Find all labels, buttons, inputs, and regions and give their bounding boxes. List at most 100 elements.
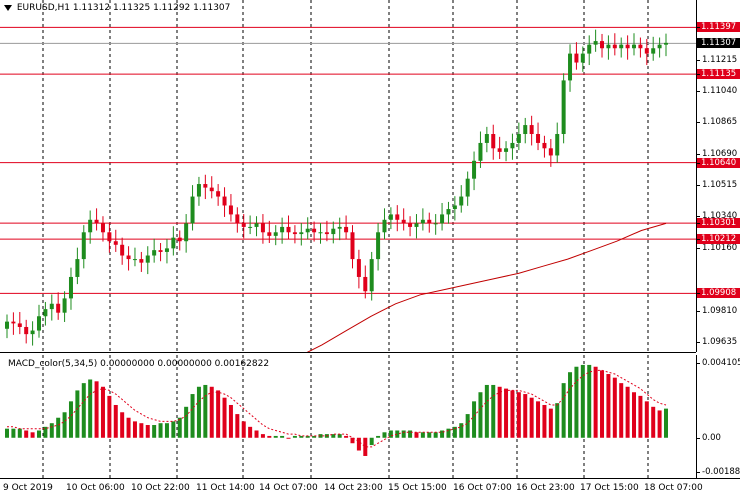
price-axis[interactable]: 1.11040 1.10865 1.10690 1.10515 1.10340 1.101… <box>696 0 740 352</box>
axis-tick <box>697 27 700 29</box>
chart-open: 1.11312 <box>72 3 111 13</box>
candle-body <box>344 226 349 233</box>
candle-body <box>516 134 521 143</box>
candle-body <box>574 53 579 63</box>
axis-tick <box>697 363 700 364</box>
axis-tick <box>697 293 700 295</box>
macd-indicator-pane[interactable]: MACD_color(5,34,5) 0.00000000 0.00000000… <box>0 355 696 478</box>
candle-body <box>75 259 80 277</box>
candle-body <box>529 125 534 135</box>
macd-histogram-bar <box>164 423 169 438</box>
macd-histogram-bar <box>606 374 611 438</box>
macd-histogram-bar <box>228 404 233 438</box>
candle-body <box>395 214 400 220</box>
macd-axis-label: -0.001880 <box>702 467 740 477</box>
macd-histogram-bar <box>632 392 637 438</box>
time-axis-label: 9 Oct 2019 <box>3 483 53 493</box>
candle-body <box>100 223 105 233</box>
candle-body <box>427 219 432 224</box>
candle-body <box>267 232 272 236</box>
macd-histogram-bar <box>62 412 67 438</box>
candle-body <box>593 41 598 45</box>
macd-histogram-bar <box>196 386 201 438</box>
macd-histogram-bar <box>625 386 630 438</box>
candle-body <box>152 250 157 256</box>
macd-histogram-bar <box>235 414 240 438</box>
macd-histogram-bar <box>600 370 605 438</box>
candle-body <box>491 134 496 149</box>
axis-tick <box>697 223 700 225</box>
chart-header: EURUSD,H1 1.11312 1.11325 1.11292 1.1130… <box>4 3 230 13</box>
price-chart[interactable] <box>0 0 696 352</box>
candle-body <box>273 232 278 236</box>
candle-body <box>177 237 182 242</box>
time-axis-label: 18 Oct 07:00 <box>644 483 703 493</box>
candle-body <box>120 244 125 256</box>
candle-body <box>664 42 668 45</box>
macd-histogram-bar <box>331 434 336 438</box>
candle-body <box>568 53 573 81</box>
macd-histogram-bar <box>56 417 61 438</box>
macd-histogram-bar <box>446 428 451 438</box>
price-axis-label: 1.11215 <box>702 54 738 65</box>
macd-histogram-bar <box>408 430 413 438</box>
macd-histogram-bar <box>312 435 317 438</box>
macd-histogram-bar <box>414 432 419 438</box>
level-price-tag: 1.09908 <box>697 288 740 299</box>
time-axis-label: 10 Oct 22:00 <box>131 483 190 493</box>
macd-histogram-bar <box>17 428 22 438</box>
candle-body <box>190 196 195 224</box>
level-price-tag: 1.11135 <box>697 69 740 80</box>
candle-body <box>235 214 240 224</box>
macd-histogram-bar <box>664 408 668 438</box>
candle-body <box>472 160 477 179</box>
candle-body <box>504 148 509 152</box>
macd-histogram-bar <box>472 401 477 438</box>
chart-menu-triangle-icon[interactable] <box>4 4 12 11</box>
candle-body <box>286 226 291 233</box>
candle-body <box>132 259 137 261</box>
candle-body <box>107 232 112 242</box>
macd-chart[interactable] <box>0 355 696 478</box>
axis-tick <box>697 437 700 439</box>
level-price-tag: 1.10301 <box>697 218 740 229</box>
macd-histogram-bar <box>100 386 105 438</box>
macd-axis[interactable]: 0.0041055 0.00 -0.001880 <box>696 355 740 478</box>
candle-body <box>619 44 624 49</box>
axis-tick <box>697 74 700 76</box>
macd-histogram-bar <box>145 425 150 438</box>
candle-body <box>638 44 643 49</box>
price-chart-pane[interactable]: EURUSD,H1 1.11312 1.11325 1.11292 1.1130… <box>0 0 696 353</box>
time-axis-label: 14 Oct 07:00 <box>259 483 318 493</box>
candle-body <box>350 232 355 260</box>
axis-tick <box>697 43 700 45</box>
macd-histogram-bar <box>574 366 579 438</box>
candle-body <box>356 259 361 277</box>
candle-body <box>17 323 22 327</box>
macd-histogram-bar <box>286 437 291 439</box>
macd-histogram-bar <box>356 437 361 451</box>
macd-histogram-bar <box>388 430 393 438</box>
level-price-tag: 1.11397 <box>697 22 740 33</box>
candle-body <box>312 228 317 233</box>
candle-body <box>484 134 489 143</box>
candle-body <box>600 41 605 49</box>
candle-body <box>299 232 304 235</box>
candle-body <box>478 142 483 161</box>
time-axis-label: 17 Oct 15:00 <box>580 483 639 493</box>
candle-body <box>536 134 541 143</box>
macd-histogram-bar <box>433 432 438 438</box>
macd-histogram-bar <box>139 423 144 438</box>
time-axis[interactable]: 9 Oct 2019 10 Oct 06:00 10 Oct 22:00 11 Oct… <box>0 478 740 501</box>
macd-histogram-bar <box>184 406 189 438</box>
macd-histogram-bar <box>478 392 483 438</box>
macd-histogram-bar <box>459 423 464 438</box>
macd-histogram-bar <box>344 435 349 438</box>
macd-histogram-bar <box>248 426 253 438</box>
macd-histogram-bar <box>171 421 176 438</box>
candle-body <box>11 321 16 324</box>
price-axis-label: 1.10865 <box>702 117 738 128</box>
macd-histogram-bar <box>68 401 73 438</box>
macd-histogram-bar <box>132 421 137 438</box>
